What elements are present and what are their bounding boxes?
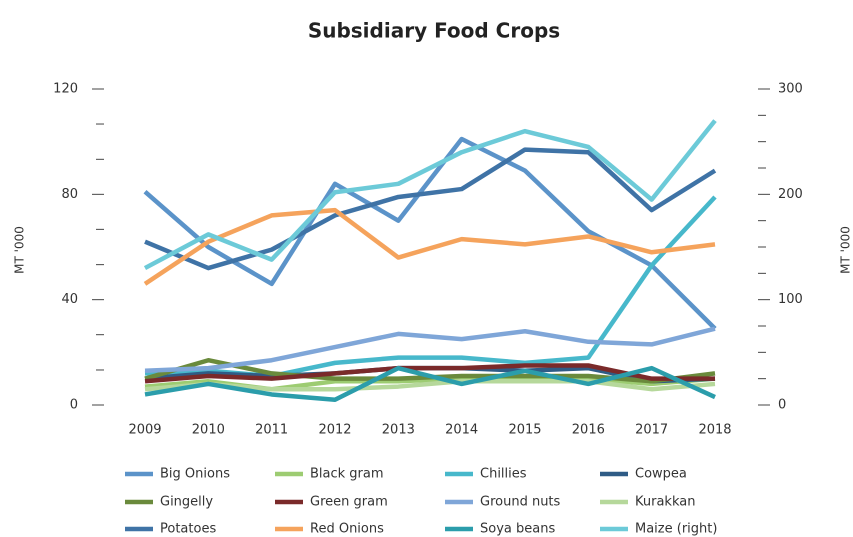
legend-label: Kurakkan (635, 495, 695, 510)
y2-tick-label: 300 (778, 82, 803, 97)
legend-label: Potatoes (160, 522, 216, 537)
series-line (144, 195, 717, 379)
x-tick-label: 2018 (698, 423, 731, 438)
legend-label: Green gram (310, 495, 388, 510)
y2-axis-label: MT '000 (839, 226, 853, 274)
legend-label: Gingelly (160, 495, 213, 510)
series-line (144, 363, 715, 384)
series-line (143, 136, 717, 331)
x-tick-label: 2012 (318, 423, 351, 438)
y-tick-label: 40 (61, 292, 78, 307)
series-line (143, 119, 717, 271)
series-line (144, 379, 716, 392)
y-tick-label: 80 (61, 187, 78, 202)
x-tick-label: 2015 (508, 423, 541, 438)
y-tick-label: 120 (53, 82, 78, 97)
y2-tick-label: 0 (778, 398, 786, 413)
x-tick-label: 2010 (192, 423, 225, 438)
legend-label: Black gram (310, 467, 384, 482)
series-line (144, 326, 716, 374)
legend-label: Chillies (480, 467, 527, 482)
legend-label: Maize (right) (635, 522, 717, 537)
chart-title: Subsidiary Food Crops (308, 19, 560, 43)
x-tick-label: 2017 (635, 423, 668, 438)
x-tick-label: 2009 (128, 423, 161, 438)
x-tick-label: 2011 (255, 423, 288, 438)
legend-label: Red Onions (310, 522, 384, 537)
y2-tick-label: 200 (778, 187, 803, 202)
legend-label: Ground nuts (480, 495, 561, 510)
series-line (144, 147, 717, 271)
series-line (144, 365, 716, 402)
y-tick-label: 0 (70, 398, 78, 413)
legend-label: Cowpea (635, 467, 687, 482)
y-axis-label: MT '000 (13, 226, 27, 274)
x-tick-label: 2016 (572, 423, 605, 438)
x-tick-label: 2014 (445, 423, 478, 438)
y2-tick-label: 100 (778, 292, 803, 307)
x-tick-label: 2013 (382, 423, 415, 438)
legend-label: Soya beans (480, 522, 555, 537)
legend-label: Big Onions (160, 467, 230, 482)
series-line (143, 207, 716, 286)
